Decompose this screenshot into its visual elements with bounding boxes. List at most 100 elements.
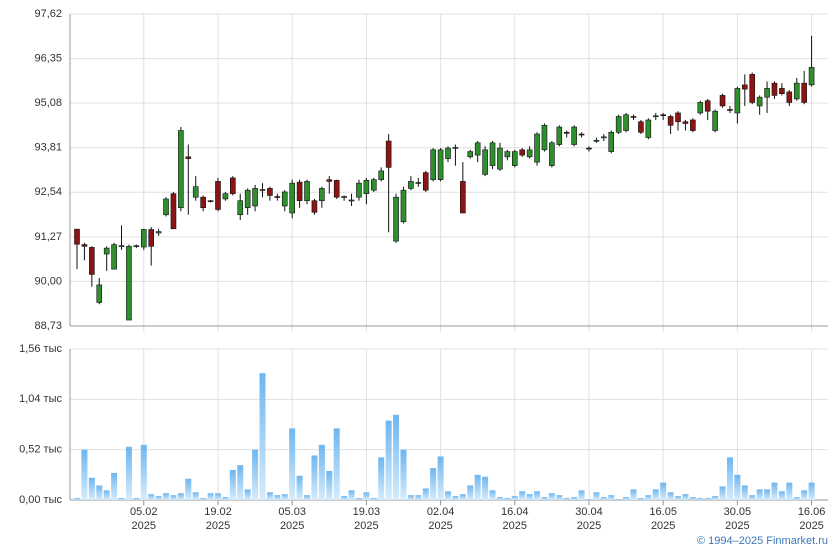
candle-body (222, 193, 229, 200)
candle-body (578, 133, 585, 136)
volume-bar (726, 457, 733, 500)
volume-bar (88, 477, 95, 500)
candle-body (786, 91, 793, 103)
candle-body (140, 229, 147, 248)
candle-body (682, 121, 689, 124)
x-tick-label: 19.03 (353, 506, 381, 518)
volume-bar (252, 449, 259, 500)
x-tick-label: 16.04 (501, 506, 529, 518)
volume-bar (348, 490, 355, 500)
candle-body (556, 126, 563, 145)
volume-bar (556, 495, 563, 500)
candle-body (563, 131, 570, 134)
candle-body (393, 196, 399, 242)
candle-body (771, 82, 778, 96)
candle-body (638, 121, 644, 133)
volume-bar (801, 490, 808, 500)
volume-bar (771, 482, 778, 500)
x-tick-label: 30.05 (724, 506, 752, 518)
x-tick-label-year: 2025 (132, 520, 156, 532)
volume-bar (445, 491, 451, 500)
volume-bar (437, 456, 444, 500)
volume-bar (318, 444, 325, 500)
x-tick-label: 02.04 (427, 506, 455, 518)
candle-body (727, 109, 733, 111)
candle-body (549, 142, 555, 166)
candle-body (504, 151, 511, 158)
volume-bar (214, 493, 221, 500)
volume-bar (637, 498, 644, 500)
candle-body (163, 198, 169, 216)
volume-bar (430, 468, 437, 500)
candle-body (749, 74, 756, 103)
volume-bar (585, 499, 592, 500)
candle-body (215, 181, 221, 210)
candle-body (482, 149, 488, 175)
volume-bar (452, 496, 459, 500)
candle-body (244, 189, 251, 209)
candle-body (96, 284, 103, 303)
candle-body (111, 244, 117, 270)
candle-body (311, 200, 318, 213)
candle-body (126, 246, 132, 321)
x-tick-label-year: 2025 (577, 520, 601, 532)
volume-bar (808, 482, 815, 500)
volume-bar (734, 474, 741, 500)
x-tick-label: 05.03 (278, 506, 306, 518)
candle-body (437, 149, 444, 180)
volume-bar (192, 492, 199, 500)
candle-body (267, 188, 273, 196)
x-tick-label-year: 2025 (280, 520, 304, 532)
y-tick-label: 92,54 (34, 186, 62, 198)
candle-body (415, 182, 422, 184)
candle-body (460, 181, 466, 214)
candle-body (615, 116, 622, 133)
volume-bar (370, 498, 377, 500)
x-tick-label: 05.02 (130, 506, 158, 518)
candle-body (74, 228, 80, 245)
x-tick-label: 19.02 (204, 506, 232, 518)
volume-bar (422, 488, 429, 500)
volume-bar (140, 444, 147, 500)
volume-bar (474, 474, 481, 500)
candle-body (259, 189, 266, 191)
volume-bar (207, 493, 214, 500)
volume-bar (378, 457, 385, 500)
y-tick-label: 1,04 тыс (19, 393, 62, 405)
volume-bar (125, 446, 132, 500)
candle-body (801, 82, 807, 103)
candle-body (185, 156, 192, 159)
candle-body (200, 196, 206, 209)
volume-bar (600, 497, 607, 500)
volume-bar (103, 490, 110, 500)
volume-bar (793, 497, 800, 500)
candle-body (192, 186, 199, 198)
candle-body (274, 196, 281, 198)
volume-bar (74, 498, 80, 500)
volume-bar (749, 495, 756, 500)
volume-bar (511, 496, 518, 500)
x-tick-label: 16.05 (649, 506, 677, 518)
volume-bar (593, 492, 600, 500)
candle-body (593, 140, 600, 142)
volume-bar (526, 494, 533, 500)
candle-body (81, 244, 88, 247)
candle-body (370, 179, 377, 191)
candle-body (756, 96, 763, 107)
x-tick-label-year: 2025 (799, 520, 823, 532)
volume-bar (630, 489, 637, 500)
candle-body (422, 172, 429, 191)
volume-bar (712, 496, 719, 500)
candle-body (252, 188, 258, 207)
volume-bar (96, 485, 103, 500)
volume-bar (185, 478, 192, 500)
candle-body (237, 200, 244, 216)
candle-body (341, 196, 347, 198)
footer: © 1994–2025 Finmarket.ru (697, 535, 828, 547)
candle-body (400, 189, 407, 223)
y-tick-label: 93,81 (34, 142, 62, 154)
volume-bar (482, 476, 489, 500)
candle-body (207, 200, 214, 203)
